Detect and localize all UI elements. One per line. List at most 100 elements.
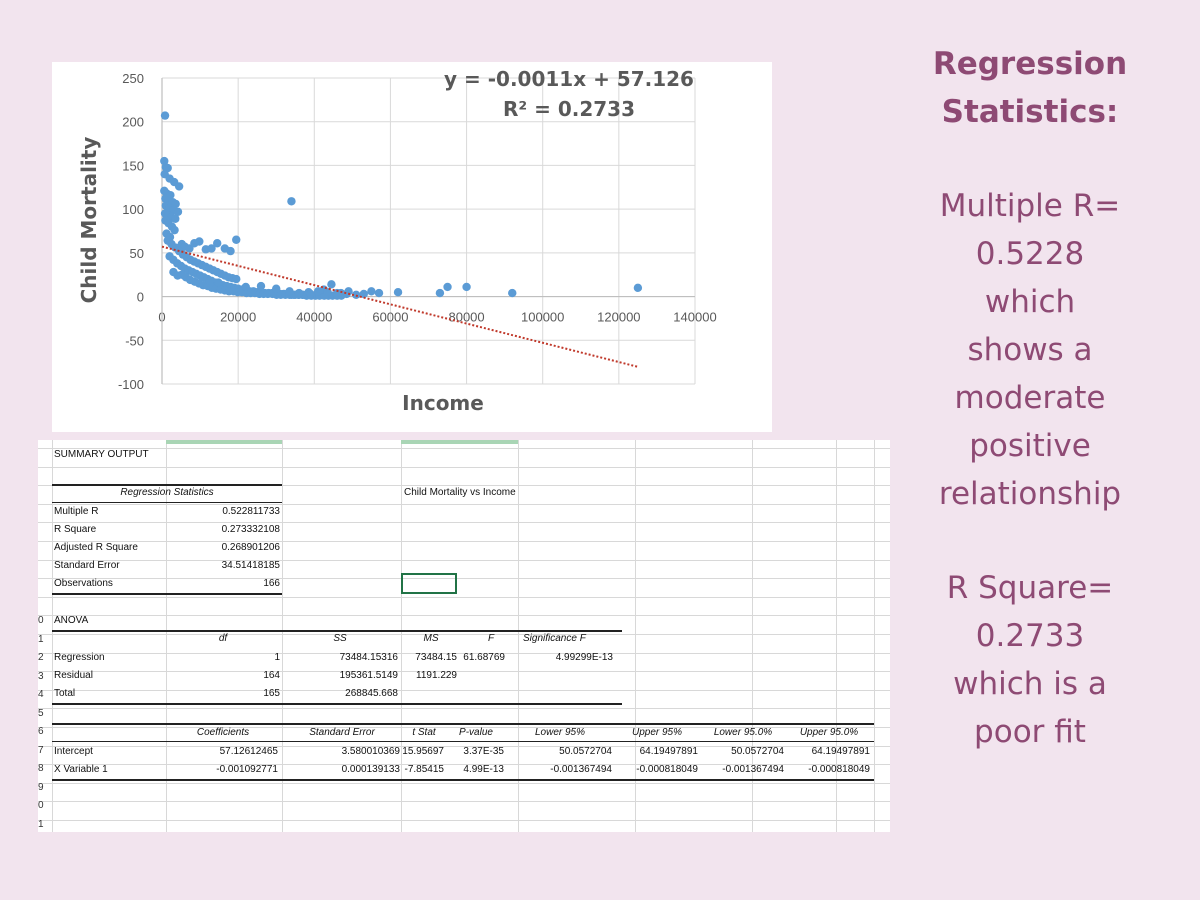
- anova-header: F: [487, 633, 495, 644]
- data-point: [272, 284, 281, 293]
- data-point: [207, 244, 216, 253]
- data-point: [306, 289, 315, 299]
- data-point: [435, 288, 445, 298]
- row-gridline: [38, 801, 890, 803]
- coef-header: Upper 95.0%: [799, 727, 859, 738]
- r-square-label: R Square=: [946, 570, 1114, 606]
- anova-cell: 164: [263, 670, 280, 681]
- y-axis-title: Child Mortality: [77, 137, 101, 304]
- coef-cell: -0.001092771: [216, 764, 278, 775]
- row-number: 0: [38, 800, 44, 811]
- regstat-value: 0.522811733: [222, 506, 280, 517]
- anova-row-label: Residual: [54, 670, 93, 681]
- anova-cell: 1: [274, 652, 280, 663]
- data-point: [213, 239, 222, 248]
- r-square-value: 0.2733: [975, 618, 1085, 654]
- coef-cell: 50.0572704: [559, 746, 612, 757]
- coef-cell: -7.85415: [404, 764, 444, 775]
- data-point: [174, 182, 184, 191]
- row-gridline: [38, 485, 890, 487]
- coef-header: Lower 95.0%: [713, 727, 773, 738]
- y-tick-label: 0: [137, 290, 144, 305]
- coef-bottom-rule: [52, 779, 874, 781]
- coef-cell: -0.000818049: [808, 764, 870, 775]
- row-number: 6: [38, 726, 44, 737]
- row-gridline: [38, 615, 890, 617]
- selected-cell[interactable]: [401, 573, 457, 594]
- multiple-r-desc-4: positive: [969, 428, 1091, 464]
- anova-row-label: Regression: [54, 652, 105, 663]
- row-gridline: [38, 708, 890, 710]
- x-tick-label: 140000: [673, 310, 716, 325]
- row-number: 7: [38, 744, 44, 756]
- row-gridline: [38, 448, 890, 449]
- data-point: [185, 244, 194, 253]
- anova-top-rule: [52, 630, 622, 632]
- data-point: [332, 288, 342, 298]
- data-point: [508, 288, 517, 298]
- anova-header: SS: [333, 633, 347, 644]
- data-point: [393, 288, 403, 297]
- multiple-r-desc-3: moderate: [954, 380, 1106, 416]
- anova-cell: 195361.5149: [339, 670, 398, 681]
- x-tick-label: 20000: [220, 310, 256, 325]
- row-number: 8: [38, 763, 44, 774]
- coef-header: t Stat: [412, 727, 436, 738]
- data-point: [287, 197, 296, 206]
- trendline-equation: y = -0.0011x + 57.126: [444, 67, 694, 91]
- coef-header: Standard Error: [309, 727, 375, 738]
- anova-row-label: Total: [54, 688, 76, 699]
- anova-cell: 73484.15: [415, 652, 457, 663]
- row-gridline: [38, 764, 890, 766]
- coef-cell: 64.19497891: [811, 746, 870, 757]
- row-gridline: [38, 541, 890, 542]
- r-square-desc-2: poor fit: [974, 714, 1086, 750]
- row-gridline: [38, 596, 890, 598]
- row-gridline: [38, 503, 890, 505]
- y-tick-label: 50: [130, 246, 144, 261]
- x-tick-label: 40000: [296, 310, 332, 325]
- chart-svg: 250200150100500-50-100020000400006000080…: [77, 67, 717, 415]
- anova-cell: 4.99299E-13: [555, 652, 613, 663]
- coef-cell: 3.580010369: [341, 746, 400, 757]
- coef-header: Coefficients: [196, 727, 250, 738]
- row-number: 5: [38, 707, 44, 719]
- data-point: [323, 288, 332, 297]
- data-point: [232, 235, 241, 244]
- row-gridline: [38, 820, 890, 821]
- multiple-r-label: Multiple R=: [939, 188, 1121, 224]
- data-point: [214, 278, 223, 287]
- data-point: [173, 207, 183, 216]
- anova-cell: 1191.229: [416, 670, 457, 681]
- stats-heading-line-1: Regression: [932, 46, 1128, 82]
- col-gridline: [752, 440, 753, 832]
- row-gridline: [38, 745, 890, 747]
- data-point: [160, 111, 170, 120]
- col-gridline: [518, 440, 519, 832]
- row-gridline: [38, 782, 890, 784]
- coef-cell: 0.000139133: [341, 764, 400, 775]
- data-point: [241, 282, 250, 292]
- multiple-r-desc-2: shows a: [967, 332, 1093, 368]
- data-point: [285, 287, 294, 296]
- coef-cell: 15.95697: [402, 746, 444, 757]
- row-gridline: [38, 559, 890, 561]
- anova-cell: 268845.668: [345, 688, 398, 699]
- regstat-value: 166: [263, 578, 280, 589]
- coef-cell: 64.19497891: [639, 746, 698, 757]
- trendline-r-squared: R² = 0.2733: [503, 97, 635, 121]
- coef-row-label: Intercept: [54, 746, 93, 757]
- regstat-label: Adjusted R Square: [54, 542, 138, 553]
- row-number: 9: [38, 781, 44, 793]
- data-point: [256, 281, 266, 291]
- regression-statistics-header: Regression Statistics: [120, 487, 214, 498]
- anova-header: Significance F: [523, 633, 586, 644]
- row-gridline: [38, 727, 890, 728]
- row-gridline: [38, 634, 890, 635]
- coef-cell: -0.000818049: [636, 764, 698, 775]
- data-point: [313, 287, 323, 296]
- col-gridline: [635, 440, 636, 832]
- regstats-header-rule: [52, 502, 282, 503]
- data-point: [232, 274, 241, 284]
- multiple-r-desc-5: relationship: [938, 476, 1122, 512]
